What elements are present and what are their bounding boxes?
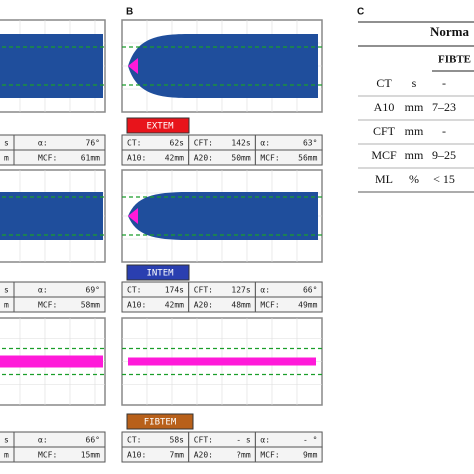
- table-cell: [254, 149, 323, 166]
- param-value: 48mm: [231, 301, 250, 310]
- param-name: A20:: [194, 301, 213, 310]
- param-name: CFT: [373, 124, 396, 138]
- clot-start: [128, 208, 138, 224]
- table-cell: [254, 446, 323, 463]
- param-name: MCF:: [260, 451, 279, 460]
- clot-trace: [0, 355, 103, 368]
- param-name: A20:: [194, 154, 213, 163]
- param-name: CT:: [127, 286, 141, 295]
- param-unit: mm: [405, 100, 424, 114]
- assay-tag: [126, 413, 194, 430]
- param-name: MCF: [371, 148, 397, 162]
- param-name: α:: [260, 436, 270, 445]
- param-name: α:: [38, 139, 48, 148]
- param-name: CT: [376, 76, 392, 90]
- table-title: Norma: [430, 24, 469, 39]
- param-value: 42mm: [165, 154, 184, 163]
- param-value: 42mm: [165, 301, 184, 310]
- param-name: CFT:: [194, 286, 213, 295]
- param-value: 174s: [165, 286, 184, 295]
- assay-name: EXTEM: [146, 122, 174, 132]
- param-unit: mm: [405, 148, 424, 162]
- param-name: CFT:: [194, 139, 213, 148]
- param-name: α:: [38, 436, 48, 445]
- clot-trace: [128, 357, 316, 366]
- param-name: MCF:: [260, 301, 279, 310]
- param-unit: s: [412, 76, 417, 90]
- assay-name: FIBTEM: [144, 418, 177, 428]
- param-name: A10:: [127, 154, 146, 163]
- param-value: 9mm: [303, 451, 318, 460]
- param-range: 9–25: [432, 148, 456, 162]
- clot-trace: [128, 192, 318, 240]
- panel-label: B: [126, 7, 133, 18]
- param-name: CT:: [127, 139, 141, 148]
- assay-name: INTEM: [146, 269, 174, 279]
- param-name: CFT:: [194, 436, 213, 445]
- param-name: A10:: [127, 301, 146, 310]
- param-name: α:: [260, 139, 270, 148]
- param-range: -: [442, 124, 446, 138]
- clot-trace: [128, 34, 318, 98]
- assay-tag: [126, 117, 190, 134]
- param-name: α:: [38, 286, 48, 295]
- param-unit: %: [409, 172, 419, 186]
- param-unit: mm: [405, 124, 424, 138]
- table-cell: [13, 149, 106, 166]
- param-range: < 15: [433, 172, 455, 186]
- table-cell: [13, 296, 106, 313]
- param-unit: s: [4, 139, 9, 148]
- param-value: 58mm: [81, 301, 100, 310]
- param-name: MCF:: [38, 451, 57, 460]
- param-unit: m: [4, 301, 9, 310]
- param-name: ML: [375, 172, 393, 186]
- param-name: A10:: [127, 451, 146, 460]
- clot-start: [128, 58, 138, 74]
- param-value: 69°: [86, 286, 100, 295]
- param-name: α:: [260, 286, 270, 295]
- param-name: A20:: [194, 451, 213, 460]
- panel-label: C: [357, 7, 364, 18]
- clot-trace: [0, 192, 103, 240]
- param-value: 142s: [231, 139, 250, 148]
- param-value: 56mm: [298, 154, 317, 163]
- param-value: - °: [303, 436, 317, 445]
- param-unit: s: [4, 286, 9, 295]
- param-name: MCF:: [38, 154, 57, 163]
- param-value: ?mm: [236, 451, 251, 460]
- param-name: A10: [374, 100, 395, 114]
- param-name: MCF:: [260, 154, 279, 163]
- param-value: 63°: [303, 139, 317, 148]
- param-value: 58s: [170, 436, 185, 445]
- param-range: -: [442, 76, 446, 90]
- column-header: FIBTE: [438, 54, 471, 66]
- param-value: 76°: [86, 139, 100, 148]
- table-cell: [13, 446, 106, 463]
- table-cell: [254, 296, 323, 313]
- param-value: 66°: [86, 436, 100, 445]
- param-value: 49mm: [298, 301, 317, 310]
- clot-trace: [0, 34, 103, 98]
- param-value: 62s: [170, 139, 185, 148]
- param-value: 15mm: [81, 451, 100, 460]
- param-unit: s: [4, 436, 9, 445]
- param-value: 61mm: [81, 154, 100, 163]
- param-value: 50mm: [231, 154, 250, 163]
- param-value: 66°: [303, 286, 317, 295]
- param-name: CT:: [127, 436, 141, 445]
- param-unit: m: [4, 154, 9, 163]
- param-name: MCF:: [38, 301, 57, 310]
- param-unit: m: [4, 451, 9, 460]
- param-value: - s: [236, 436, 251, 445]
- param-range: 7–23: [432, 100, 456, 114]
- param-value: 7mm: [170, 451, 185, 460]
- assay-tag: [126, 264, 190, 281]
- param-value: 127s: [231, 286, 250, 295]
